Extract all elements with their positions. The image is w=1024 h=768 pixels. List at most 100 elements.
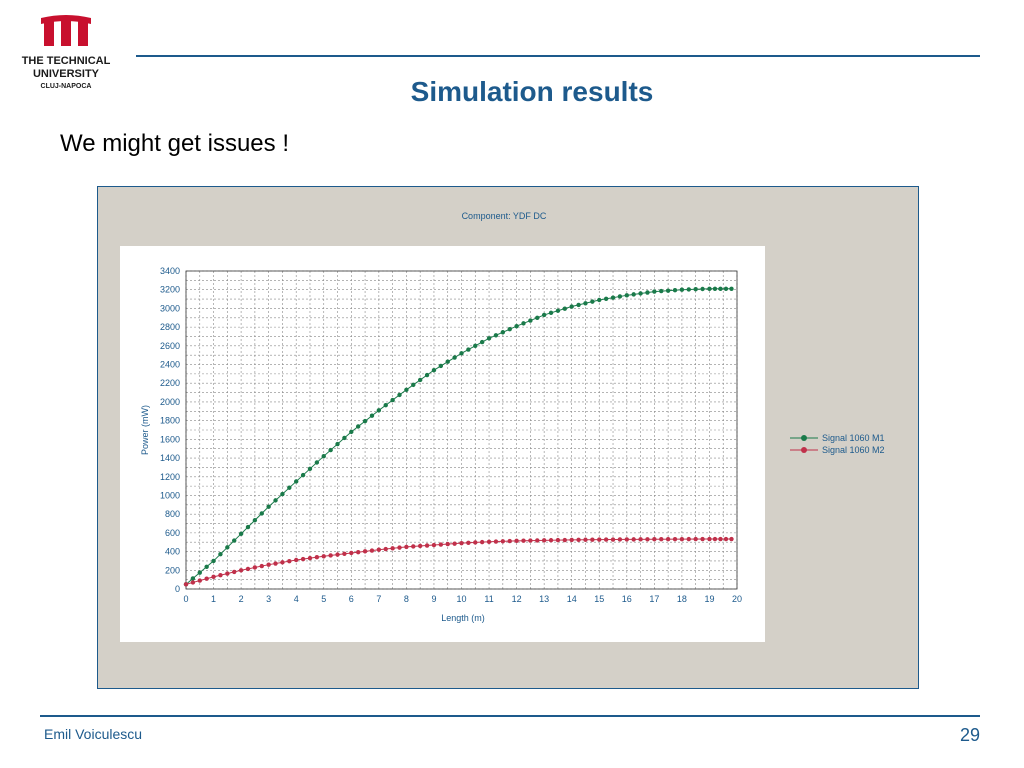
series-marker <box>679 287 685 292</box>
y-tick-label: 1200 <box>160 472 180 482</box>
x-tick-label: 6 <box>349 594 354 604</box>
series-marker <box>672 536 678 542</box>
y-tick-label: 1000 <box>160 490 180 500</box>
series-marker <box>417 377 423 383</box>
series-marker <box>411 382 416 388</box>
series-marker <box>349 550 354 556</box>
y-tick-label: 2600 <box>160 341 180 351</box>
series-marker <box>576 537 581 543</box>
series-marker <box>466 347 471 352</box>
series-marker <box>723 536 729 542</box>
series-marker <box>238 531 244 537</box>
x-tick-label: 10 <box>456 594 466 604</box>
series-marker <box>342 435 347 441</box>
y-tick-label: 1400 <box>160 453 180 463</box>
series-marker <box>729 536 734 542</box>
series-marker <box>252 518 258 523</box>
series-marker <box>693 287 698 292</box>
series-marker <box>204 576 209 581</box>
series-marker <box>548 538 554 543</box>
series-marker <box>659 537 664 542</box>
series-marker <box>583 301 588 306</box>
university-name-line2: UNIVERSITY <box>32 68 99 80</box>
series-marker <box>211 558 216 564</box>
series-marker <box>514 323 519 329</box>
series-marker <box>183 582 189 587</box>
series-marker <box>665 536 671 542</box>
series-marker <box>466 540 471 546</box>
series-marker <box>273 498 278 503</box>
series-marker <box>390 397 395 403</box>
x-tick-label: 20 <box>732 594 742 604</box>
series-marker <box>528 318 533 323</box>
x-tick-label: 16 <box>622 594 632 604</box>
series-marker <box>590 299 595 304</box>
series-marker <box>479 539 485 545</box>
series-marker <box>369 413 375 418</box>
slide-title: Simulation results <box>410 76 654 107</box>
series-marker <box>493 539 499 544</box>
series-marker <box>445 359 450 364</box>
series-marker <box>493 333 499 338</box>
series-marker <box>280 491 285 497</box>
y-axis-label: Power (mW) <box>140 405 150 455</box>
y-tick-label: 600 <box>165 528 180 538</box>
x-tick-label: 15 <box>594 594 604 604</box>
series-marker <box>225 545 230 550</box>
series-marker <box>266 504 271 509</box>
y-tick-label: 1800 <box>160 416 180 426</box>
series-marker <box>335 441 340 447</box>
series-marker <box>638 537 643 542</box>
y-tick-label: 2200 <box>160 378 180 388</box>
series-marker <box>514 538 519 544</box>
series-marker <box>287 485 292 490</box>
series-marker <box>232 569 237 575</box>
x-tick-label: 13 <box>539 594 549 604</box>
series-marker <box>259 511 264 516</box>
series-marker <box>314 555 320 560</box>
series-marker <box>397 392 402 398</box>
x-tick-label: 17 <box>649 594 659 604</box>
series-marker <box>438 363 444 369</box>
series-marker <box>238 568 244 573</box>
series-marker <box>314 460 320 465</box>
series-marker <box>473 540 478 545</box>
y-tick-label: 0 <box>175 584 180 594</box>
series-marker <box>500 330 506 335</box>
series-marker <box>555 308 561 313</box>
series-marker <box>307 555 313 561</box>
x-tick-label: 2 <box>239 594 244 604</box>
series-marker <box>521 321 526 326</box>
series-marker <box>507 327 512 332</box>
series-marker <box>603 537 609 542</box>
y-tick-label: 3000 <box>160 303 180 313</box>
x-tick-label: 14 <box>567 594 577 604</box>
series-marker <box>700 286 705 292</box>
x-tick-label: 9 <box>431 594 436 604</box>
series-marker <box>287 558 292 564</box>
series-marker <box>610 295 616 300</box>
x-tick-label: 7 <box>376 594 381 604</box>
series-marker <box>362 549 368 554</box>
series-marker <box>707 286 712 291</box>
series-marker <box>729 286 734 291</box>
series-marker <box>294 479 299 484</box>
series-marker <box>645 290 650 295</box>
series-marker <box>355 424 361 429</box>
series-marker <box>404 387 409 392</box>
series-marker <box>603 296 609 302</box>
series-marker <box>679 536 685 542</box>
series-marker <box>438 542 444 547</box>
series-marker <box>576 302 581 308</box>
series-marker <box>190 576 196 581</box>
y-tick-label: 2800 <box>160 322 180 332</box>
series-marker <box>362 418 368 424</box>
y-tick-label: 200 <box>165 565 180 575</box>
x-tick-label: 12 <box>512 594 522 604</box>
series-marker <box>693 536 698 542</box>
legend-marker <box>801 435 807 441</box>
series-marker <box>686 536 691 542</box>
series-marker <box>672 287 678 293</box>
y-tick-label: 1600 <box>160 434 180 444</box>
author-name: Emil Voiculescu <box>44 726 143 742</box>
